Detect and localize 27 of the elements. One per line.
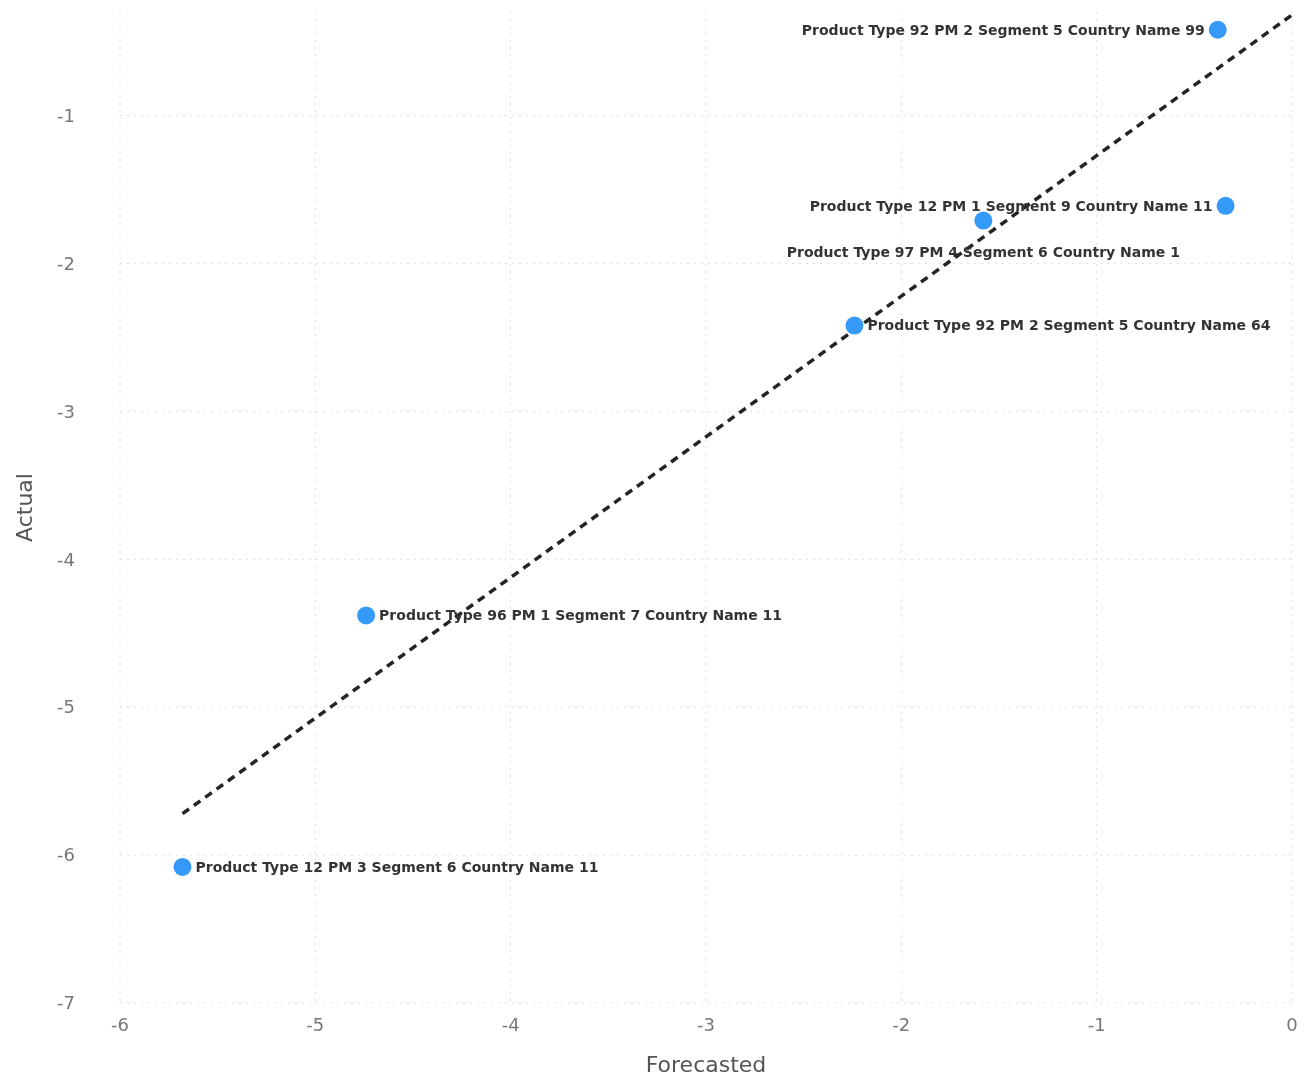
y-tick-label: -6: [57, 844, 75, 866]
x-tick-label: -4: [501, 1014, 520, 1035]
data-label: Product Type 92 PM 2 Segment 5 Country Name 64: [867, 317, 1271, 334]
x-tick-label: -2: [892, 1014, 911, 1035]
x-tick-label: 0: [1286, 1014, 1298, 1035]
data-label: Product Type 12 PM 3 Segment 6 Country Name 11: [195, 858, 599, 875]
data-label: Product Type 12 PM 1 Segment 9 Country Name 11: [809, 197, 1213, 214]
point: [845, 316, 864, 335]
point: [357, 606, 376, 625]
data-label: Product Type 92 PM 2 Segment 5 Country Name 99: [801, 21, 1205, 38]
x-tick-label: -6: [111, 1014, 129, 1035]
y-tick-label: -1: [57, 104, 75, 126]
data-label: Product Type 97 PM 4 Segment 6 Country Name 1: [786, 244, 1180, 261]
y-tick-label: -4: [57, 548, 75, 570]
data-label: Product Type 96 PM 1 Segment 7 Country Name 11: [379, 607, 783, 624]
point: [1208, 20, 1227, 39]
y-tick-label: -3: [57, 400, 75, 422]
y-tick-label: -7: [57, 992, 75, 1014]
x-tick-label: -5: [306, 1014, 325, 1035]
x-tick-label: -1: [1087, 1014, 1106, 1035]
y-tick-label: -2: [57, 252, 75, 274]
point: [1216, 196, 1235, 215]
point: [173, 857, 192, 876]
y-axis-title: Actual: [12, 473, 37, 542]
x-tick-label: -3: [697, 1014, 715, 1035]
x-axis-title: Forecasted: [645, 1052, 767, 1077]
y-tick-label: -5: [57, 696, 75, 718]
